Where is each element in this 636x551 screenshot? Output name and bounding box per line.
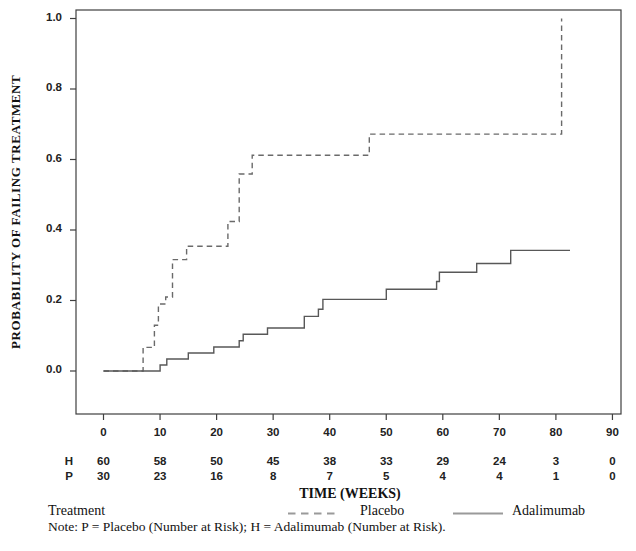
legend-label-placebo: Placebo (360, 503, 404, 519)
x-tick-label: 40 (312, 426, 348, 438)
legend-label-adalimumab: Adalimumab (512, 503, 585, 519)
risk-value: 38 (312, 455, 348, 467)
footnote: Note: P = Placebo (Number at Risk); H = … (48, 519, 446, 535)
km-plot-canvas (0, 0, 636, 551)
risk-value: 1 (538, 470, 574, 482)
y-tick-label: 0.0 (28, 363, 62, 375)
risk-value: 60 (86, 455, 122, 467)
y-tick-label: 0.6 (28, 152, 62, 164)
risk-value: 7 (312, 470, 348, 482)
risk-value: 30 (86, 470, 122, 482)
risk-value: 4 (481, 470, 517, 482)
curve-adalimumab (104, 250, 571, 371)
risk-value: 5 (368, 470, 404, 482)
x-tick-label: 90 (595, 426, 631, 438)
risk-value: 4 (425, 470, 461, 482)
risk-value: 16 (199, 470, 235, 482)
y-tick-label: 1.0 (28, 11, 62, 23)
x-tick-label: 60 (425, 426, 461, 438)
x-tick-label: 10 (142, 426, 178, 438)
risk-row-label-h: H (57, 455, 81, 467)
y-tick-label: 0.4 (28, 222, 62, 234)
x-tick-label: 70 (481, 426, 517, 438)
curve-placebo (104, 19, 562, 372)
plot-box (76, 10, 621, 414)
risk-value: 33 (368, 455, 404, 467)
x-tick-label: 0 (86, 426, 122, 438)
risk-value: 8 (255, 470, 291, 482)
y-tick-label: 0.2 (28, 293, 62, 305)
risk-value: 50 (199, 455, 235, 467)
risk-value: 29 (425, 455, 461, 467)
risk-value: 58 (142, 455, 178, 467)
risk-row-label-p: P (57, 470, 81, 482)
km-survival-figure: PROBABILITY OF FAILING TREATMENT 0102030… (0, 0, 636, 551)
risk-value: 0 (595, 455, 631, 467)
x-tick-label: 30 (255, 426, 291, 438)
risk-value: 3 (538, 455, 574, 467)
x-tick-label: 80 (538, 426, 574, 438)
risk-value: 23 (142, 470, 178, 482)
risk-value: 0 (595, 470, 631, 482)
legend-group-label: Treatment (48, 503, 105, 519)
risk-value: 45 (255, 455, 291, 467)
x-tick-label: 50 (368, 426, 404, 438)
x-tick-label: 20 (199, 426, 235, 438)
y-tick-label: 0.8 (28, 81, 62, 93)
risk-value: 24 (481, 455, 517, 467)
x-axis-title: TIME (WEEKS) (250, 486, 450, 502)
y-axis-title: PROBABILITY OF FAILING TREATMENT (1, 10, 31, 414)
